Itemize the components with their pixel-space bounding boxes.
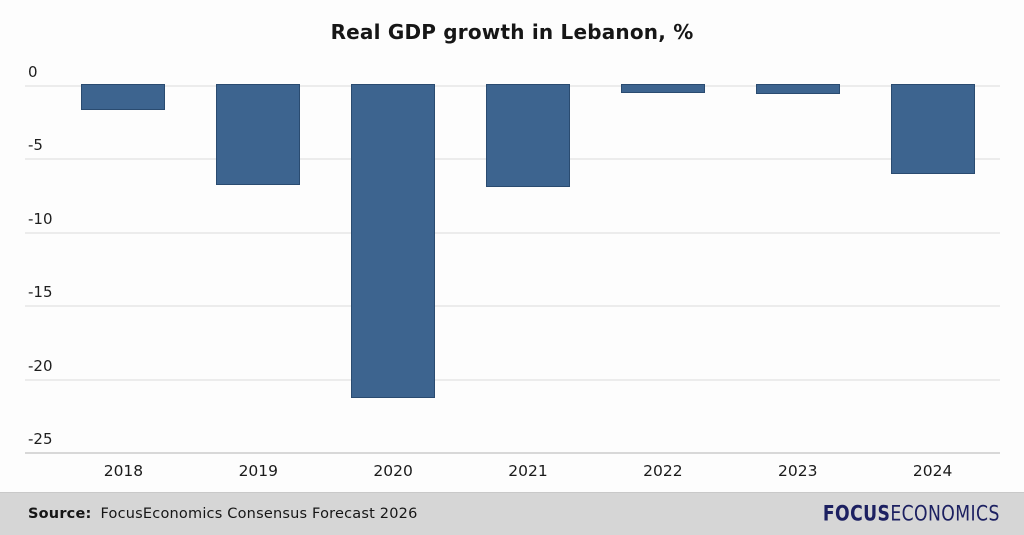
plot-area: 0 -5 -10 -15 -20 -25 2018 2019 2020 2021 2022 2023… — [25, 0, 1000, 492]
source-label: Source: — [28, 506, 92, 522]
y-tick-label--5: -5 — [28, 136, 43, 155]
y-tick-label--20: -20 — [28, 356, 53, 375]
bar-2024 — [890, 84, 975, 174]
source-line: Source: FocusEconomics Consensus Forecast… — [28, 506, 418, 522]
y-tick-label--25: -25 — [28, 430, 53, 448]
bar-2022 — [620, 84, 705, 93]
bar-2021 — [486, 84, 570, 187]
bar-2020 — [351, 84, 436, 399]
x-tick-label-2022: 2022 — [643, 462, 683, 480]
gridline-y--10 — [25, 231, 1000, 234]
chart-title: Real GDP growth in Lebanon, % — [330, 20, 694, 44]
logo-text-economics: ECONOMICS — [890, 501, 1000, 526]
logo-text-focus: FOCUS — [823, 501, 891, 526]
bar-2019 — [216, 84, 301, 186]
bar-2023 — [755, 84, 840, 95]
x-tick-label-2021: 2021 — [508, 462, 548, 480]
gridline-y--20 — [25, 378, 1000, 381]
bar-2018 — [81, 84, 166, 111]
x-tick-label-2020: 2020 — [373, 462, 413, 480]
focuseconomics-logo: FOCUSECONOMICS — [823, 502, 1000, 526]
y-tick-label-0: 0 — [28, 63, 38, 81]
x-tick-label-2018: 2018 — [103, 462, 144, 480]
bars-layer — [56, 0, 1000, 492]
y-tick-label--10: -10 — [28, 209, 53, 228]
x-tick-label-2023: 2023 — [778, 462, 818, 480]
x-axis-labels: 2018 2019 2020 2021 2022 2023 2024 — [56, 460, 1000, 482]
gridline-y--15 — [25, 305, 1000, 308]
x-tick-label-2024: 2024 — [912, 462, 953, 480]
source-text: FocusEconomics Consensus Forecast 2026 — [100, 506, 418, 522]
x-tick-label-2019: 2019 — [238, 462, 279, 480]
source-bar: Source: FocusEconomics Consensus Forecast… — [0, 492, 1024, 535]
gridline-y--25 — [25, 452, 1000, 454]
y-tick-label--15: -15 — [28, 283, 53, 302]
